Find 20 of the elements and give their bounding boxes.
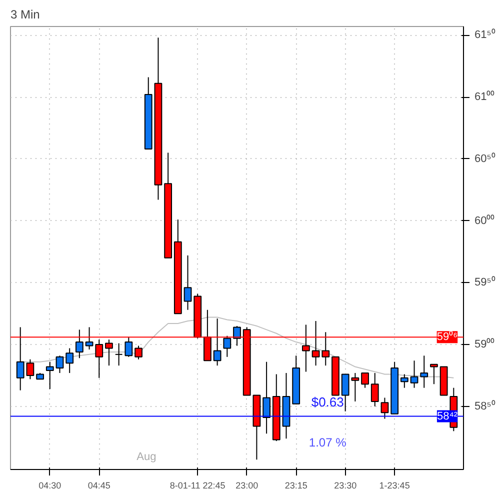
y-tick-label: 60⁵⁰ — [474, 152, 496, 165]
ref-line-label: 59⁰⁶ — [436, 330, 458, 344]
x-tick-label: 04:30 — [38, 480, 62, 490]
y-tick-label: 61⁵⁰ — [474, 28, 496, 42]
annotation: $0.63 — [311, 394, 344, 410]
y-tick-label: 61⁰⁰ — [474, 90, 495, 104]
annotation: 1.07 % — [308, 436, 347, 450]
y-tick-label: 59⁵⁰ — [474, 276, 496, 289]
y-tick-label: 60⁰⁰ — [474, 214, 495, 227]
x-tick-label: 23:00 — [236, 480, 258, 490]
x-tick-label: 1-23:45 — [379, 480, 410, 490]
x-tick-label: 23:15 — [284, 480, 308, 490]
x-tick-label: 23:30 — [334, 480, 357, 490]
annotation: Aug — [136, 450, 156, 463]
y-tick-label: 59⁰⁰ — [474, 338, 495, 351]
x-tick-label: 8-01-11 22:45 — [170, 480, 226, 490]
chart-title: 3 Min — [10, 8, 40, 22]
x-tick-label: 04:45 — [88, 480, 110, 490]
ref-line-label: 58⁴² — [436, 410, 458, 422]
y-tick-label: 58⁵⁰ — [474, 399, 496, 412]
